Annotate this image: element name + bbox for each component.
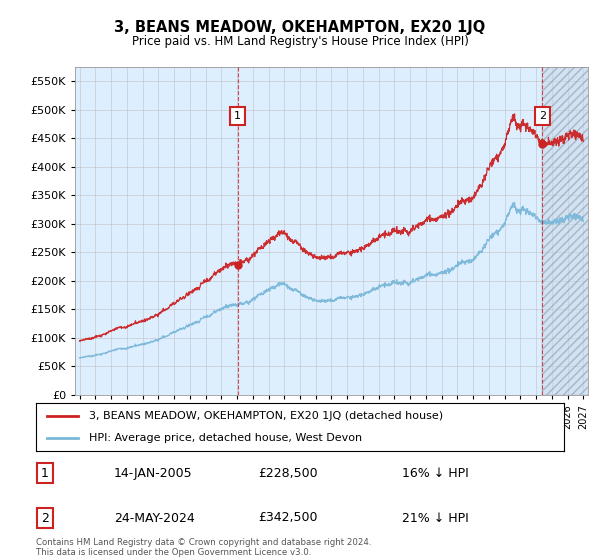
Text: 1: 1 xyxy=(41,466,49,480)
Text: Price paid vs. HM Land Registry's House Price Index (HPI): Price paid vs. HM Land Registry's House … xyxy=(131,35,469,48)
Text: 1: 1 xyxy=(234,111,241,120)
Bar xyxy=(542,67,591,395)
Text: 3, BEANS MEADOW, OKEHAMPTON, EX20 1JQ: 3, BEANS MEADOW, OKEHAMPTON, EX20 1JQ xyxy=(115,20,485,35)
Text: 3, BEANS MEADOW, OKEHAMPTON, EX20 1JQ (detached house): 3, BEANS MEADOW, OKEHAMPTON, EX20 1JQ (d… xyxy=(89,411,443,421)
Text: 16% ↓ HPI: 16% ↓ HPI xyxy=(402,466,469,480)
Text: 2: 2 xyxy=(41,511,49,525)
Bar xyxy=(542,67,591,395)
Text: HPI: Average price, detached house, West Devon: HPI: Average price, detached house, West… xyxy=(89,433,362,443)
Text: £342,500: £342,500 xyxy=(258,511,317,525)
Text: Contains HM Land Registry data © Crown copyright and database right 2024.
This d: Contains HM Land Registry data © Crown c… xyxy=(36,538,371,557)
Text: 21% ↓ HPI: 21% ↓ HPI xyxy=(402,511,469,525)
Text: £228,500: £228,500 xyxy=(258,466,317,480)
Text: 14-JAN-2005: 14-JAN-2005 xyxy=(114,466,193,480)
Text: 24-MAY-2024: 24-MAY-2024 xyxy=(114,511,195,525)
Text: 2: 2 xyxy=(539,111,546,120)
